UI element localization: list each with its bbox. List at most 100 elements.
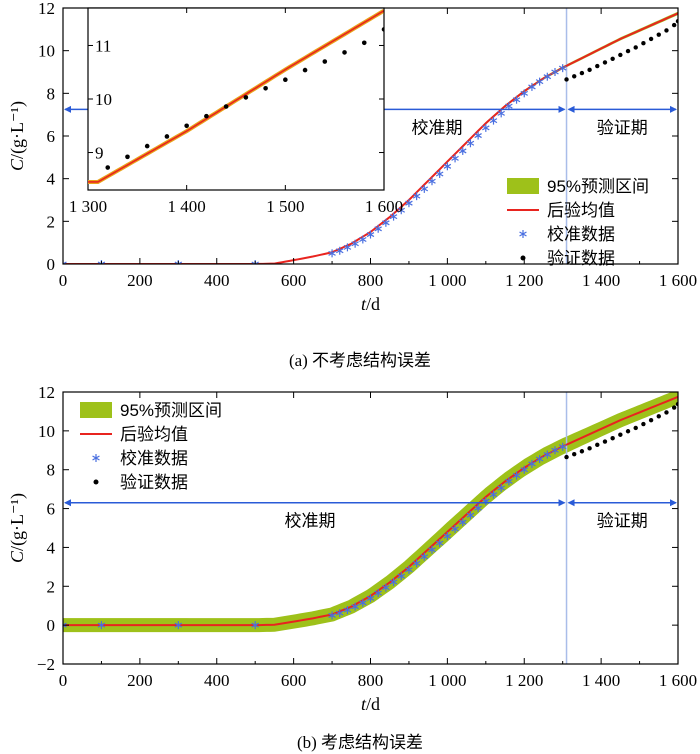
prediction-band [63, 392, 678, 632]
y-axis-label: C/(g·L⁻¹) [7, 101, 28, 171]
validation-point [664, 410, 669, 415]
legend-label-calibration: 校准数据 [120, 449, 188, 468]
y-tick-label: 10 [38, 42, 55, 61]
x-tick-label: 400 [204, 271, 230, 290]
validation-point [595, 63, 600, 69]
calibration-point [428, 545, 436, 554]
legend-label-mean: 后验均值 [120, 425, 188, 444]
x-tick-label: 0 [59, 271, 68, 290]
calibration-point [405, 565, 413, 574]
calibration-point [474, 131, 482, 140]
inset-validation-point [164, 134, 170, 139]
legend-swatch-validation [93, 479, 99, 485]
x-tick-label: 200 [127, 671, 153, 690]
calibration-point [374, 224, 382, 233]
inset-plot-area [88, 8, 384, 184]
calibration-point [443, 162, 452, 171]
inset-x-tick-label: 1 500 [266, 197, 304, 216]
calibration-point [428, 177, 436, 186]
calibration-point [551, 68, 559, 76]
inset-validation-point [342, 50, 347, 55]
legend-swatch-calibration [519, 230, 527, 238]
validation-point [602, 439, 608, 444]
inset-validation-point [223, 104, 229, 109]
calibration-point [63, 260, 67, 264]
arrowhead-right [558, 105, 566, 113]
validation-point [633, 45, 638, 50]
x-tick-label: 1 400 [582, 271, 620, 290]
inset-x-tick-label: 1 600 [365, 197, 403, 216]
inset-x-tick-label: 1 300 [69, 197, 107, 216]
arrowhead-left [567, 499, 575, 507]
x-tick-label: 1 200 [505, 671, 543, 690]
y-tick-label: 12 [38, 383, 55, 402]
x-tick-label: 800 [358, 271, 384, 290]
x-axis-label: t/d [361, 694, 380, 714]
calibration-point [482, 123, 490, 132]
x-axis-label: t/d [361, 294, 380, 314]
calibration-point [343, 605, 352, 614]
validation-point [641, 421, 646, 427]
validation-point [587, 446, 592, 451]
validation-point [618, 432, 623, 437]
inset-y-tick-label: 10 [95, 90, 112, 109]
calibration-point [474, 504, 482, 513]
calibration-point [451, 154, 459, 163]
calibration-point [435, 539, 444, 548]
y-tick-label: 4 [47, 170, 56, 189]
calibration-point [543, 72, 552, 81]
validation-point [648, 36, 654, 42]
calibration-point [466, 511, 475, 520]
validation-point [587, 67, 592, 73]
legend-label-validation: 验证数据 [120, 473, 188, 492]
validation-point [610, 56, 615, 61]
validation-point [625, 429, 631, 434]
validation-point [648, 417, 654, 423]
panel-b: 校准期 验证期 0 200 400 600 800 1 000 1 200 1 400 1 600 −… [7, 383, 697, 714]
y-tick-label: 12 [38, 0, 55, 18]
calibration-point [412, 559, 421, 568]
calibration-point [397, 206, 406, 215]
arrowhead-left [64, 105, 71, 113]
calibration-point [497, 483, 505, 492]
caption-b: (b) 考虑结构误差 [297, 733, 423, 752]
calibration-point [174, 621, 183, 630]
x-tick-label: 600 [281, 271, 307, 290]
validation-point [671, 22, 677, 28]
y-tick-label: 0 [47, 255, 56, 274]
inset: 9 10 11 1 300 1 400 1 500 1 600 [69, 7, 403, 216]
validation-point [633, 425, 638, 431]
y-tick-label: 10 [38, 422, 55, 441]
calibration-point [435, 169, 444, 178]
calibration-point [343, 243, 352, 252]
validation-period-label: 验证期 [597, 512, 648, 531]
legend-swatch-band [80, 402, 112, 418]
calibration-point [512, 471, 521, 480]
y-tick-label: 6 [47, 500, 56, 519]
x-tick-label: 1 600 [659, 671, 697, 690]
arrowhead-left [64, 499, 71, 507]
plot-area [63, 392, 678, 664]
calibration-point [543, 450, 552, 459]
x-tick-label: 800 [358, 671, 384, 690]
calibration-point [405, 199, 413, 208]
y-tick-label: 0 [47, 616, 56, 635]
validation-point [664, 28, 669, 33]
calibration-point [389, 578, 398, 587]
inset-mean-line [88, 9, 384, 183]
calibration-point [382, 583, 390, 592]
calibration-point [451, 524, 459, 533]
x-tick-label: 1 200 [505, 271, 543, 290]
calibration-point [528, 82, 536, 91]
calibration-point [420, 552, 429, 561]
calibration-point [489, 490, 498, 499]
calibration-point [351, 239, 359, 248]
arrowhead-right [558, 499, 566, 507]
calibration-point [458, 146, 467, 155]
validation-point [572, 451, 577, 457]
legend-label-mean: 后验均值 [547, 201, 615, 220]
validation-point [579, 70, 585, 76]
